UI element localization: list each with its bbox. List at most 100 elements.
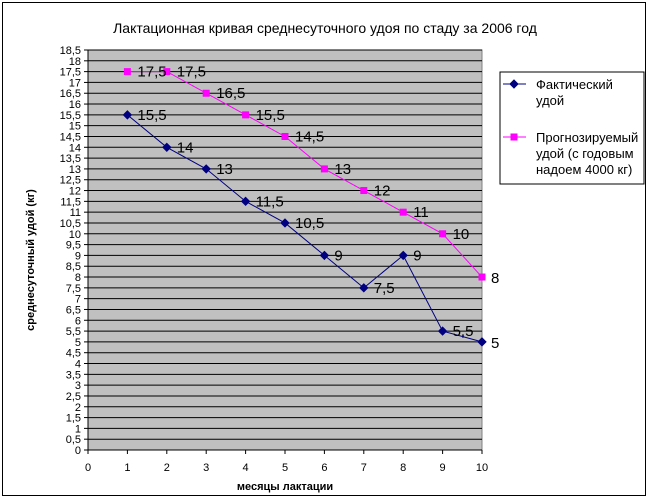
data-point bbox=[240, 196, 251, 207]
y-tick-label: 17,5 bbox=[60, 67, 81, 79]
data-point bbox=[281, 132, 289, 140]
data-label: 14 bbox=[177, 139, 194, 156]
y-tick-label: 16 bbox=[69, 99, 81, 111]
data-point bbox=[280, 218, 290, 228]
legend-label: удой bbox=[536, 93, 564, 108]
legend-box bbox=[499, 71, 645, 185]
y-tick-label: 2 bbox=[75, 402, 81, 414]
y-tick-label: 17 bbox=[69, 77, 81, 89]
y-tick-label: 13 bbox=[69, 164, 81, 176]
data-point bbox=[242, 111, 250, 119]
data-label: 17,5 bbox=[177, 64, 206, 81]
y-tick-label: 14 bbox=[69, 142, 81, 154]
x-tick-label: 2 bbox=[164, 462, 170, 474]
series bbox=[122, 68, 487, 347]
x-tick-label: 10 bbox=[476, 462, 488, 474]
x-tick-label: 9 bbox=[440, 462, 446, 474]
data-point bbox=[319, 250, 330, 261]
data-label: 12 bbox=[374, 183, 391, 200]
series-line-0 bbox=[127, 114, 483, 343]
data-label: 13 bbox=[216, 161, 233, 178]
x-tick-label: 0 bbox=[85, 462, 91, 474]
plot-area bbox=[87, 49, 483, 451]
y-tick-label: 10,5 bbox=[60, 218, 81, 230]
data-labels: 15,5 14 13 11,5 10,5 9 7,5 9 5,5 5 17,5 17,5 16,5 15,… bbox=[137, 64, 499, 352]
data-label: 8 bbox=[491, 270, 499, 287]
data-label: 10,5 bbox=[295, 215, 324, 232]
data-point bbox=[320, 165, 328, 173]
y-tick-label: 1,5 bbox=[66, 413, 81, 425]
data-label: 17,5 bbox=[137, 64, 166, 81]
series-line-1 bbox=[127, 71, 483, 278]
y-tick-label: 5,5 bbox=[66, 326, 81, 338]
y-axis-label: среднесуточный удой (кг) bbox=[25, 189, 37, 331]
y-tick-label: 3 bbox=[75, 380, 81, 392]
y-tick-label: 9,5 bbox=[66, 240, 81, 252]
x-tick-label: 1 bbox=[124, 462, 130, 474]
y-tick-label: 13,5 bbox=[60, 153, 81, 165]
x-tick-label: 4 bbox=[243, 462, 249, 474]
legend-swatch-marker bbox=[509, 79, 519, 89]
data-point bbox=[399, 208, 407, 216]
legend-label: надоем 4000 кг) bbox=[536, 162, 632, 177]
data-label: 7,5 bbox=[374, 280, 395, 297]
x-axis-label: месяцы лактации bbox=[237, 481, 333, 493]
y-tick-label: 18 bbox=[69, 56, 81, 68]
data-label: 15,5 bbox=[137, 107, 166, 124]
data-label: 13 bbox=[334, 161, 351, 178]
data-label: 9 bbox=[334, 247, 342, 264]
y-tick-label: 12 bbox=[69, 186, 81, 198]
data-point bbox=[437, 326, 448, 336]
legend-label: Прогнозируемый bbox=[536, 130, 638, 145]
data-point bbox=[201, 164, 211, 174]
y-tick-label: 7 bbox=[75, 294, 81, 306]
data-point bbox=[202, 89, 210, 97]
y-tick-label: 8,5 bbox=[66, 261, 81, 273]
data-label: 11 bbox=[413, 204, 429, 221]
data-label: 10 bbox=[453, 226, 470, 243]
y-tick-label: 15 bbox=[69, 121, 81, 133]
data-label: 14,5 bbox=[295, 128, 324, 145]
x-tick-label: 7 bbox=[361, 462, 367, 474]
x-tick-label: 8 bbox=[400, 462, 406, 474]
y-tick-label: 4 bbox=[75, 359, 81, 371]
y-tick-label: 11 bbox=[70, 207, 81, 219]
y-tick-label: 6 bbox=[75, 315, 81, 327]
chart-title: Лактационная кривая среднесуточного удоя… bbox=[113, 20, 537, 36]
data-label: 5 bbox=[491, 335, 499, 352]
data-point bbox=[398, 250, 408, 261]
data-point bbox=[122, 110, 133, 120]
legend-label: Фактический bbox=[536, 77, 613, 92]
axes: 00,511,522,533,544,555,566,577,588,599,5… bbox=[60, 45, 489, 474]
y-tick-label: 12,5 bbox=[60, 175, 81, 187]
y-tick-label: 3,5 bbox=[66, 369, 81, 381]
y-tick-label: 9 bbox=[75, 250, 81, 262]
y-tick-label: 8 bbox=[75, 272, 81, 284]
data-label: 15,5 bbox=[256, 107, 285, 124]
y-tick-label: 10 bbox=[69, 229, 81, 241]
y-tick-label: 14,5 bbox=[60, 131, 81, 143]
y-tick-label: 6,5 bbox=[66, 304, 81, 316]
y-tick-label: 2,5 bbox=[66, 391, 81, 403]
y-tick-label: 4,5 bbox=[66, 348, 81, 360]
y-tick-label: 0,5 bbox=[66, 434, 81, 446]
data-point bbox=[359, 283, 369, 293]
data-point bbox=[162, 142, 172, 153]
data-label: 9 bbox=[413, 247, 421, 264]
y-tick-label: 18,5 bbox=[60, 45, 81, 57]
data-point bbox=[163, 68, 171, 76]
legend-label: удой (с годовым bbox=[536, 146, 634, 161]
y-tick-label: 7,5 bbox=[66, 283, 81, 295]
x-tick-label: 3 bbox=[203, 462, 209, 474]
gridlines bbox=[88, 49, 482, 440]
data-label: 11,5 bbox=[256, 193, 284, 210]
data-point bbox=[478, 273, 486, 281]
data-point bbox=[439, 230, 447, 238]
data-point bbox=[123, 68, 131, 76]
y-tick-label: 11,5 bbox=[60, 196, 81, 208]
y-tick-label: 0 bbox=[75, 445, 81, 457]
x-tick-label: 6 bbox=[321, 462, 327, 474]
legend-swatch-marker bbox=[510, 133, 518, 141]
